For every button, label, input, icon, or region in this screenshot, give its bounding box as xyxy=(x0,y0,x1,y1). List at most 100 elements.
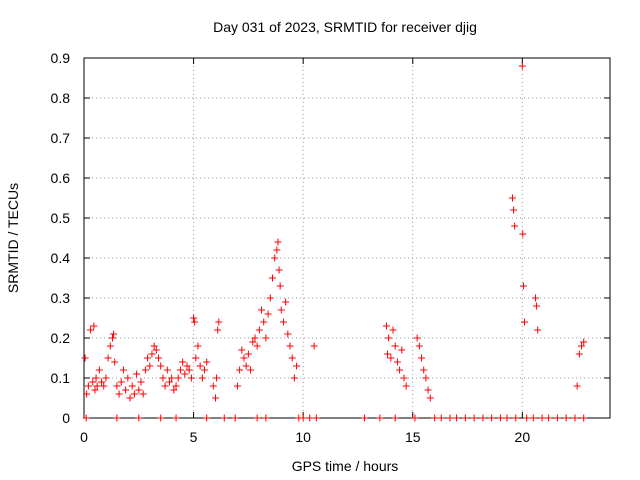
data-point xyxy=(196,362,204,370)
data-point xyxy=(310,342,318,350)
data-point xyxy=(133,370,141,378)
data-point xyxy=(89,378,97,386)
data-point xyxy=(575,350,583,358)
data-point xyxy=(396,366,404,374)
data-point xyxy=(286,342,294,350)
data-point xyxy=(387,354,395,362)
data-point xyxy=(279,318,287,326)
data-point xyxy=(240,354,248,362)
data-point xyxy=(174,374,182,382)
data-point xyxy=(81,354,89,362)
data-point xyxy=(312,414,320,422)
data-points xyxy=(81,62,588,422)
data-point xyxy=(203,358,211,366)
data-point xyxy=(573,382,581,390)
data-point xyxy=(413,334,421,342)
data-point xyxy=(130,390,138,398)
data-point xyxy=(453,414,461,422)
data-point xyxy=(529,414,537,422)
data-point xyxy=(135,414,143,422)
data-point xyxy=(113,414,121,422)
data-point xyxy=(98,378,106,386)
data-point xyxy=(553,414,561,422)
data-point xyxy=(231,414,239,422)
x-tick-label: 15 xyxy=(405,429,421,445)
data-point xyxy=(192,354,200,362)
data-point xyxy=(400,374,408,382)
data-point xyxy=(238,346,246,354)
data-point xyxy=(420,366,428,374)
data-point xyxy=(293,362,301,370)
data-point xyxy=(90,322,98,330)
data-point xyxy=(519,282,527,290)
data-point xyxy=(382,322,390,330)
data-point xyxy=(275,266,283,274)
data-point xyxy=(119,366,127,374)
data-point xyxy=(266,294,274,302)
data-point xyxy=(264,310,272,318)
data-point xyxy=(282,298,290,306)
data-point xyxy=(124,374,132,382)
data-point xyxy=(361,414,369,422)
data-point xyxy=(244,350,252,358)
data-point xyxy=(578,342,586,350)
data-point xyxy=(262,414,270,422)
data-point xyxy=(212,394,219,402)
data-point xyxy=(411,414,419,422)
data-point xyxy=(376,414,384,422)
data-point xyxy=(236,366,244,374)
data-point xyxy=(523,414,531,422)
data-point xyxy=(187,374,195,382)
data-point xyxy=(571,414,579,422)
data-point xyxy=(288,354,296,362)
y-tick-label: 0.8 xyxy=(51,90,71,106)
data-point xyxy=(422,374,430,382)
data-point xyxy=(521,318,529,326)
data-point xyxy=(170,386,178,394)
x-tick-label: 0 xyxy=(80,429,88,445)
data-point xyxy=(534,326,542,334)
y-tick-label: 0.4 xyxy=(51,250,71,266)
data-point xyxy=(168,374,176,382)
data-point xyxy=(84,382,92,390)
data-point xyxy=(146,362,154,370)
data-point xyxy=(538,414,546,422)
data-point xyxy=(220,414,228,422)
data-point xyxy=(306,414,314,422)
data-point xyxy=(437,414,445,422)
data-point xyxy=(209,382,217,390)
data-point xyxy=(431,414,439,422)
data-point xyxy=(518,62,526,70)
data-point xyxy=(580,338,588,346)
data-point xyxy=(488,414,496,422)
data-point xyxy=(274,238,282,246)
data-point xyxy=(258,306,266,314)
data-point xyxy=(508,194,516,202)
data-point xyxy=(511,222,519,230)
data-point xyxy=(255,326,263,334)
data-point xyxy=(253,342,261,350)
data-point xyxy=(165,378,173,386)
data-point xyxy=(393,358,401,366)
data-point xyxy=(191,318,199,326)
data-point xyxy=(155,354,163,362)
data-point xyxy=(183,362,191,370)
plot-frame xyxy=(83,57,611,419)
x-tick-label: 5 xyxy=(190,429,198,445)
data-point xyxy=(194,342,202,350)
data-point xyxy=(533,302,541,310)
data-point xyxy=(95,366,103,374)
data-point xyxy=(479,414,487,422)
x-tick-label: 20 xyxy=(515,429,531,445)
data-point xyxy=(426,394,434,402)
data-point xyxy=(144,354,152,362)
data-point xyxy=(126,394,134,402)
data-point xyxy=(141,366,149,374)
data-point xyxy=(181,370,189,378)
data-point xyxy=(461,414,469,422)
data-point xyxy=(512,414,520,422)
data-point xyxy=(157,414,165,422)
data-point xyxy=(113,382,121,390)
